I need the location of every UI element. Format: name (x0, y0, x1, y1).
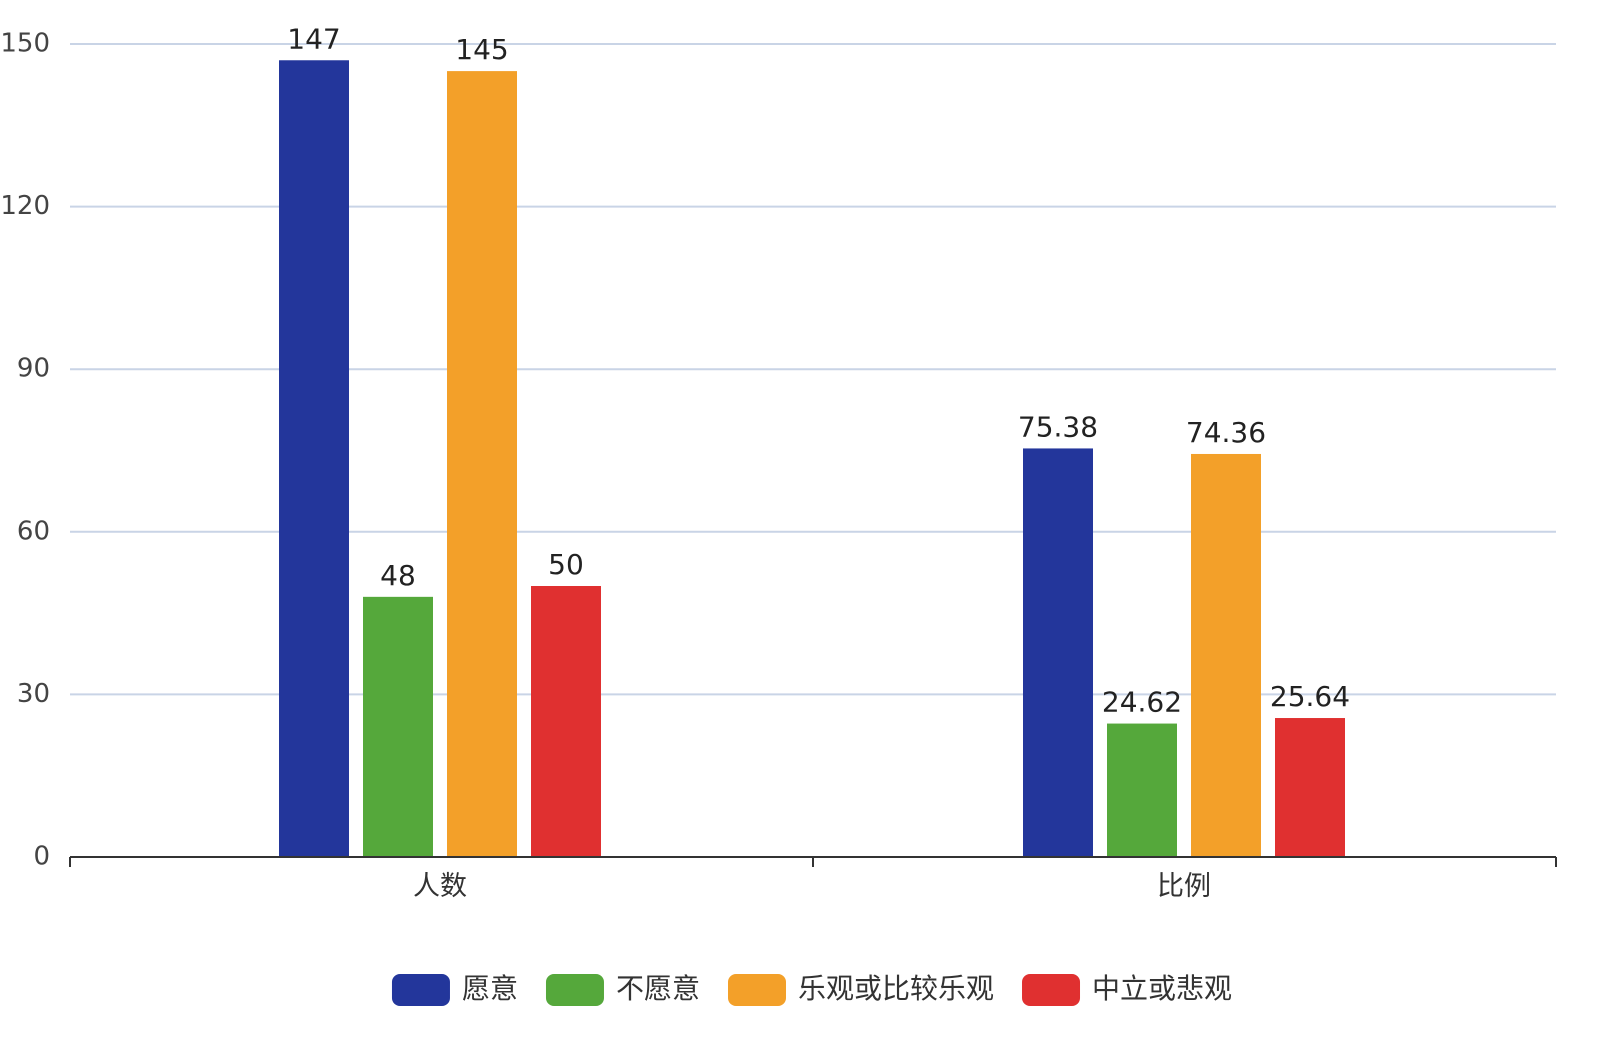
data-label: 25.64 (1270, 680, 1350, 713)
bar[interactable] (531, 586, 601, 857)
y-tick-label: 90 (17, 354, 50, 384)
legend-item[interactable]: 愿意 (391, 972, 518, 1006)
x-category-label: 人数 (413, 871, 467, 902)
legend-swatch (545, 974, 604, 1006)
legend-label: 中立或悲观 (1092, 972, 1232, 1005)
data-labels: 147 48 145 50 75.38 24.62 74.36 25.64 (287, 22, 1350, 718)
data-label: 75.38 (1018, 410, 1098, 443)
y-tick-label: 150 (0, 29, 50, 59)
legend-label: 不愿意 (616, 972, 700, 1005)
bar-series-group (279, 60, 1345, 858)
bar[interactable] (1023, 448, 1093, 857)
data-label: 24.62 (1102, 686, 1182, 719)
bar[interactable] (1275, 718, 1345, 857)
data-label: 48 (380, 559, 416, 592)
bar[interactable] (447, 71, 517, 858)
y-tick-label: 60 (17, 516, 50, 546)
legend-swatch (1022, 974, 1081, 1006)
data-label: 50 (548, 548, 584, 581)
bar[interactable] (363, 596, 433, 857)
legend-swatch (728, 974, 786, 1006)
legend-label: 乐观或比较乐观 (798, 972, 994, 1005)
legend-label: 愿意 (462, 972, 518, 1005)
legend-swatch (391, 974, 450, 1006)
y-tick-label: 30 (17, 679, 50, 709)
legend-item[interactable]: 乐观或比较乐观 (728, 972, 994, 1006)
data-label: 145 (455, 33, 508, 66)
legend[interactable]: 愿意 不愿意 乐观或比较乐观 中立或悲观 (391, 972, 1232, 1006)
bar[interactable] (1107, 723, 1177, 857)
data-label: 74.36 (1186, 416, 1266, 449)
legend-item[interactable]: 不愿意 (545, 972, 700, 1006)
bar[interactable] (279, 60, 349, 857)
bar[interactable] (1191, 453, 1261, 857)
data-label: 147 (287, 22, 340, 55)
x-axis: 人数 比例 (69, 856, 1557, 902)
legend-item[interactable]: 中立或悲观 (1022, 972, 1232, 1006)
y-axis: 0 30 60 90 120 150 (0, 29, 50, 872)
y-tick-label: 120 (0, 191, 50, 221)
y-tick-label: 0 (33, 842, 50, 872)
x-category-label: 比例 (1157, 871, 1211, 902)
